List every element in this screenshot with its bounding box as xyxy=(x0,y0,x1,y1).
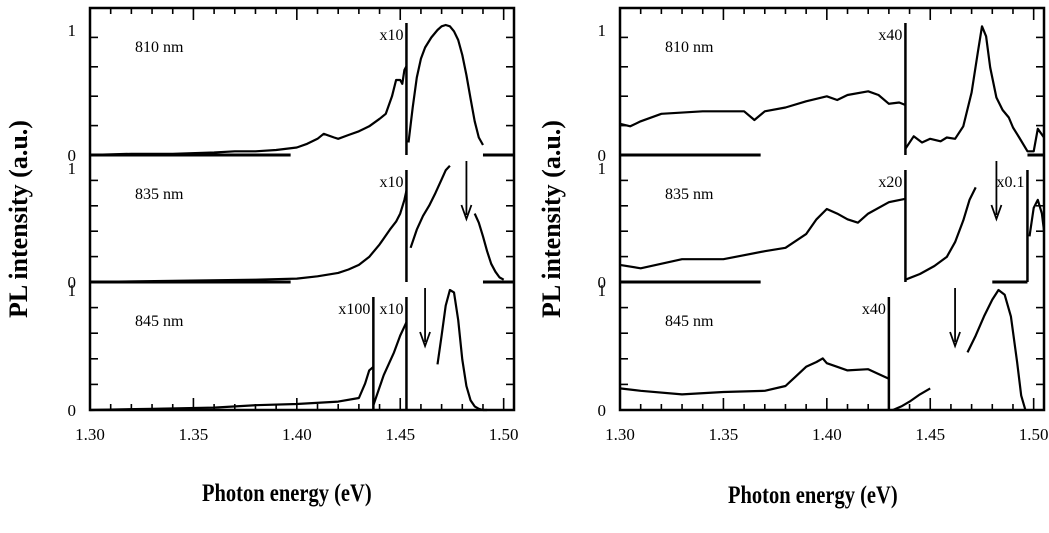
scale-factor-label: x100 xyxy=(338,301,370,318)
series-line xyxy=(619,197,906,270)
y-axis-label-right: PL intensity (a.u.) xyxy=(537,120,566,318)
scale-factor-label: x40 xyxy=(862,301,886,318)
scale-factor-label: x10 xyxy=(379,174,403,191)
x-tick-label: 1.35 xyxy=(709,425,739,444)
series-line xyxy=(1028,198,1046,237)
panel-label: 835 nm xyxy=(665,186,714,203)
series-line xyxy=(892,387,931,412)
series-line xyxy=(473,213,505,281)
panel-label: 810 nm xyxy=(135,39,184,56)
y-tick-label: 0 xyxy=(598,401,607,420)
scale-factor-label: x40 xyxy=(878,27,902,44)
arrow-head xyxy=(990,204,1003,222)
scale-factor-label: x0.1 xyxy=(996,174,1024,191)
x-tick-label: 1.40 xyxy=(282,425,312,444)
series-line xyxy=(409,164,451,249)
x-tick-label: 1.45 xyxy=(385,425,415,444)
series-line xyxy=(966,288,1027,411)
x-tick-label: 1.40 xyxy=(812,425,842,444)
y-axis-label-left: PL intensity (a.u.) xyxy=(4,120,33,318)
series-line xyxy=(619,357,890,396)
x-tick-label: 1.30 xyxy=(605,425,635,444)
y-tick-label: 0 xyxy=(68,146,77,165)
arrow-head xyxy=(949,331,961,349)
panel-label: 845 nm xyxy=(665,313,714,330)
scale-factor-label: x20 xyxy=(878,174,902,191)
x-tick-label: 1.30 xyxy=(75,425,105,444)
series-line xyxy=(619,90,906,128)
series-line xyxy=(407,23,484,146)
x-axis-label-right: Photon energy (eV) xyxy=(728,482,898,509)
plot-frame xyxy=(618,6,1046,412)
series-line xyxy=(436,288,488,412)
y-tick-label: 0 xyxy=(598,273,607,292)
panel-label: 810 nm xyxy=(665,39,714,56)
y-tick-label: 0 xyxy=(598,146,607,165)
x-tick-label: 1.35 xyxy=(179,425,209,444)
x-tick-label: 1.50 xyxy=(1019,425,1049,444)
arrow-head xyxy=(460,204,473,222)
panel-label: 845 nm xyxy=(135,313,184,330)
x-tick-label: 1.45 xyxy=(915,425,945,444)
y-tick-label: 0 xyxy=(68,401,77,420)
scale-factor-label: x10 xyxy=(379,301,403,318)
y-tick-label: 1 xyxy=(598,281,607,300)
series-line xyxy=(904,186,977,281)
panel-label: 835 nm xyxy=(135,186,184,203)
series-line xyxy=(904,25,1045,153)
series-line xyxy=(89,65,408,157)
x-axis-label-left: Photon energy (eV) xyxy=(202,480,372,507)
y-tick-label: 0 xyxy=(68,273,77,292)
arrow-head xyxy=(419,331,431,349)
plot-frame xyxy=(88,6,516,412)
y-tick-label: 1 xyxy=(598,159,607,178)
scale-factor-label: x10 xyxy=(379,27,403,44)
y-tick-label: 1 xyxy=(68,159,77,178)
y-tick-label: 1 xyxy=(68,21,77,40)
y-tick-label: 1 xyxy=(68,281,77,300)
series-line xyxy=(372,321,408,406)
y-tick-label: 1 xyxy=(598,21,607,40)
x-tick-label: 1.50 xyxy=(489,425,519,444)
series-line xyxy=(89,365,375,412)
series-line xyxy=(89,190,408,284)
